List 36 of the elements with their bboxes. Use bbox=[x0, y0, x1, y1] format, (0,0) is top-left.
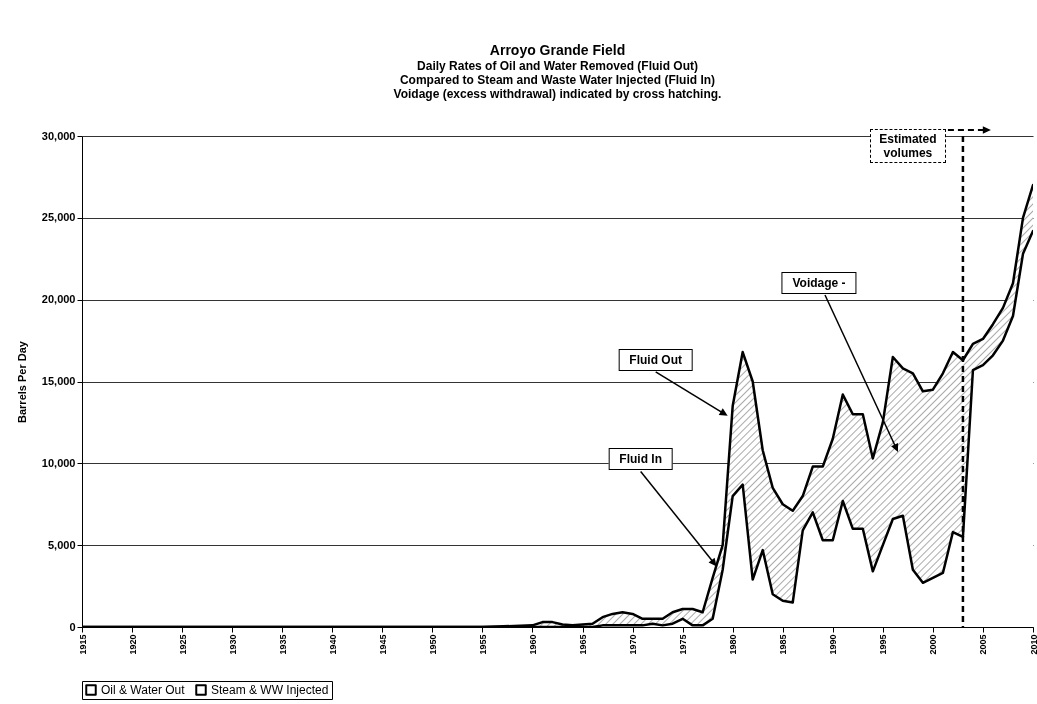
x-tick-label: 2010 bbox=[1028, 634, 1037, 655]
x-tick-label: 1975 bbox=[678, 634, 689, 655]
x-tick-label: 2000 bbox=[928, 634, 939, 655]
y-tick-label: 25,000 bbox=[41, 211, 76, 224]
chart-title: Arroyo Grande Field bbox=[489, 42, 626, 58]
legend-label: Oil & Water Out bbox=[101, 683, 186, 697]
x-tick-label: 1960 bbox=[527, 634, 538, 655]
x-tick-label: 1920 bbox=[127, 634, 138, 655]
annotation: Fluid In bbox=[608, 448, 673, 471]
x-tick-label: 1930 bbox=[227, 634, 238, 655]
x-tick-label: 1945 bbox=[377, 634, 388, 655]
x-tick-label: 1940 bbox=[327, 634, 338, 655]
y-tick-label: 30,000 bbox=[41, 129, 76, 142]
x-tick-label: 1965 bbox=[578, 634, 589, 655]
x-tick-label: 1970 bbox=[628, 634, 639, 655]
x-tick-label: 1995 bbox=[878, 634, 889, 655]
y-tick-label: 10,000 bbox=[41, 456, 76, 469]
x-tick-label: 1935 bbox=[277, 634, 288, 655]
x-tick-label: 1915 bbox=[77, 634, 88, 655]
x-tick-label: 1925 bbox=[177, 634, 188, 655]
annotation: Fluid Out bbox=[618, 348, 693, 371]
y-axis-title: Barrels Per Day bbox=[15, 340, 28, 423]
x-tick-label: 1950 bbox=[427, 634, 438, 655]
x-tick-label: 2005 bbox=[978, 634, 989, 655]
x-tick-label: 1980 bbox=[728, 634, 739, 655]
annotation: Voidage - bbox=[781, 272, 857, 294]
x-tick-label: 1990 bbox=[828, 634, 839, 655]
y-tick-label: 20,000 bbox=[41, 293, 76, 306]
legend-label: Steam & WW Injected bbox=[211, 683, 329, 697]
chart-subtitle: Daily Rates of Oil and Water Removed (Fluid Out) Compared to Steam and Waste Water Injected (Fluid In) Voidage (excess withdrawal) indicated by cross hatching. bbox=[393, 59, 722, 101]
x-tick-label: 1955 bbox=[477, 634, 488, 655]
y-tick-label: 15,000 bbox=[41, 375, 76, 387]
x-tick-label: 1985 bbox=[778, 634, 789, 655]
ref-line-label: Estimated volumes bbox=[869, 129, 946, 163]
y-tick-label: 0 bbox=[69, 620, 76, 633]
y-tick-label: 5,000 bbox=[47, 538, 76, 551]
